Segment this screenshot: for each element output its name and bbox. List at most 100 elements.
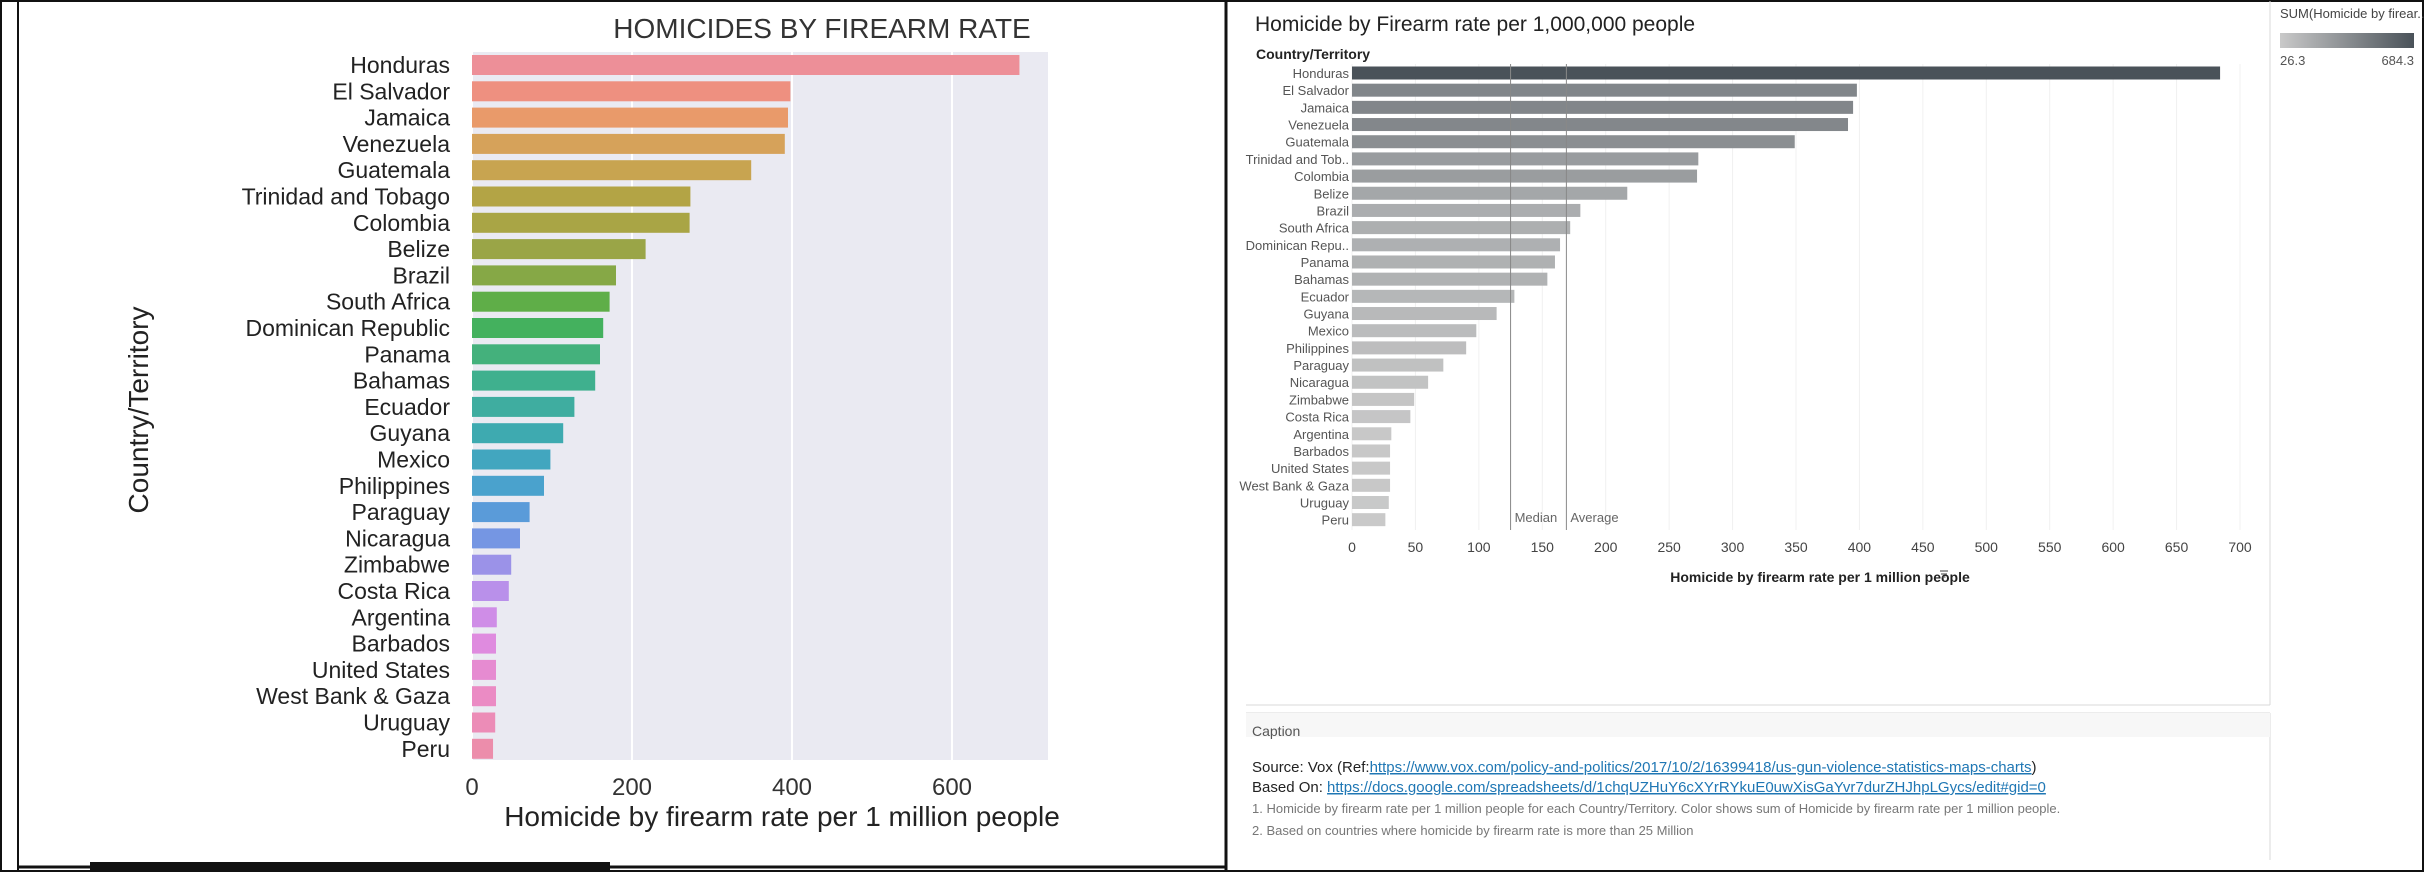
x-tick-label: 500 — [1975, 539, 1999, 555]
x-tick-label: 50 — [1408, 539, 1424, 555]
category-label: United States — [312, 657, 450, 683]
legend-gradient — [2280, 33, 2414, 48]
category-label: South Africa — [326, 289, 450, 315]
bar[interactable] — [1352, 66, 2221, 80]
category-label: Trinidad and Tobago — [242, 184, 450, 210]
category-label: Dominican Republic — [245, 315, 450, 341]
x-tick-label: 600 — [932, 774, 972, 801]
bar[interactable] — [1352, 169, 1698, 183]
bar[interactable] — [1352, 203, 1581, 217]
bar[interactable] — [1352, 513, 1386, 527]
bar[interactable] — [1352, 152, 1699, 166]
reference-line-label: Average — [1570, 510, 1618, 525]
category-label: Argentina — [1293, 427, 1349, 442]
bar[interactable] — [1352, 118, 1849, 132]
bar — [472, 633, 496, 654]
caption-based-on: Based On: https://docs.google.com/spread… — [1252, 779, 2046, 796]
bar — [472, 212, 690, 233]
bar — [472, 738, 494, 759]
y-axis-label: Country/Territory — [123, 307, 154, 514]
x-tick-label: 300 — [1721, 539, 1745, 555]
category-label: Philippines — [1286, 341, 1349, 356]
bar[interactable] — [1352, 135, 1795, 149]
category-label: Ecuador — [1301, 289, 1350, 304]
x-tick-label: 400 — [772, 774, 812, 801]
bar — [472, 160, 752, 181]
caption-note-1: 1. Homicide by firearm rate per 1 millio… — [1252, 801, 2060, 816]
tableau-dashboard: Homicide by Firearm rate per 1,000,000 p… — [1239, 1, 2424, 860]
category-label: Nicaragua — [345, 525, 450, 551]
bar — [472, 265, 616, 286]
color-legend[interactable]: SUM(Homicide by firear... 26.3 684.3 — [2280, 6, 2424, 68]
bar — [472, 291, 610, 312]
category-label: Zimbabwe — [1289, 392, 1349, 407]
x-axis-label: Homicide by firearm rate per 1 million p… — [504, 801, 1060, 832]
x-tick-label: 0 — [1348, 539, 1356, 555]
category-label: Venezuela — [1288, 118, 1349, 133]
category-label: Guyana — [1303, 307, 1349, 322]
caption-heading: Caption — [1252, 723, 1300, 739]
bar — [472, 107, 788, 128]
bar[interactable] — [1352, 272, 1548, 286]
bar[interactable] — [1352, 238, 1561, 252]
bar[interactable] — [1352, 375, 1429, 389]
category-label: Paraguay — [1293, 358, 1349, 373]
bar — [472, 133, 785, 154]
x-tick-label: 600 — [2101, 539, 2125, 555]
legend-min-label: 26.3 — [2280, 53, 2305, 68]
category-label: Mexico — [377, 447, 450, 473]
category-label: South Africa — [1279, 221, 1350, 236]
category-label: Uruguay — [363, 710, 450, 736]
bar[interactable] — [1352, 444, 1391, 458]
filter-icon[interactable] — [1940, 570, 1948, 578]
bar[interactable] — [1352, 478, 1391, 492]
category-label: Barbados — [1293, 444, 1349, 459]
bar[interactable] — [1352, 307, 1497, 321]
legend-title: SUM(Homicide by firear... — [2280, 6, 2424, 21]
bar[interactable] — [1352, 324, 1477, 338]
category-label: Trinidad and Tob.. — [1246, 152, 1349, 167]
caption-header-bar — [1246, 713, 2270, 737]
category-label: Honduras — [1293, 66, 1350, 81]
x-tick-label: 200 — [1594, 539, 1618, 555]
bar[interactable] — [1352, 496, 1389, 509]
based-link[interactable]: https://docs.google.com/spreadsheets/d/1… — [1327, 779, 2046, 796]
category-label: Uruguay — [1300, 496, 1350, 511]
category-labels: Honduras El Salvador Jamaica Venezuela Guate… — [1239, 66, 1349, 528]
category-label: Bahamas — [1294, 272, 1349, 287]
bar[interactable] — [1352, 186, 1628, 200]
bar[interactable] — [1352, 221, 1571, 235]
bar[interactable] — [1352, 358, 1444, 372]
bar[interactable] — [1352, 341, 1467, 355]
chart-title: HOMICIDES BY FIREARM RATE — [613, 13, 1030, 44]
source-link[interactable]: https://www.vox.com/policy-and-politics/… — [1370, 759, 2032, 776]
category-label: Venezuela — [343, 131, 451, 157]
bar — [472, 475, 544, 496]
category-label: Paraguay — [352, 499, 451, 525]
x-tick-label: 100 — [1467, 539, 1491, 555]
bar — [472, 318, 604, 338]
category-label: United States — [1271, 461, 1350, 476]
bar[interactable] — [1352, 100, 1854, 114]
bar[interactable] — [1352, 410, 1411, 424]
caption-source: Source: Vox (Ref:https://www.vox.com/pol… — [1252, 759, 2037, 776]
category-label: Costa Rica — [1285, 410, 1349, 425]
category-label: Argentina — [352, 604, 451, 630]
bar[interactable] — [1352, 289, 1515, 303]
category-label: Belize — [1314, 186, 1349, 201]
bar[interactable] — [1352, 392, 1415, 406]
category-label: Belize — [387, 236, 450, 262]
category-label: Nicaragua — [1290, 375, 1350, 390]
bar — [472, 581, 509, 601]
bar[interactable] — [1352, 83, 1857, 97]
category-label: Peru — [1322, 513, 1349, 528]
x-tick-label: 450 — [1911, 539, 1935, 555]
bar[interactable] — [1352, 255, 1555, 269]
bar[interactable] — [1352, 461, 1391, 475]
bar — [472, 554, 512, 575]
x-tick-labels: 0 50 100 150 200 250 300 350 400 450 500 550 600 650 7… — [1348, 539, 2252, 555]
category-label: Bahamas — [353, 368, 450, 394]
bar[interactable] — [1352, 427, 1392, 441]
